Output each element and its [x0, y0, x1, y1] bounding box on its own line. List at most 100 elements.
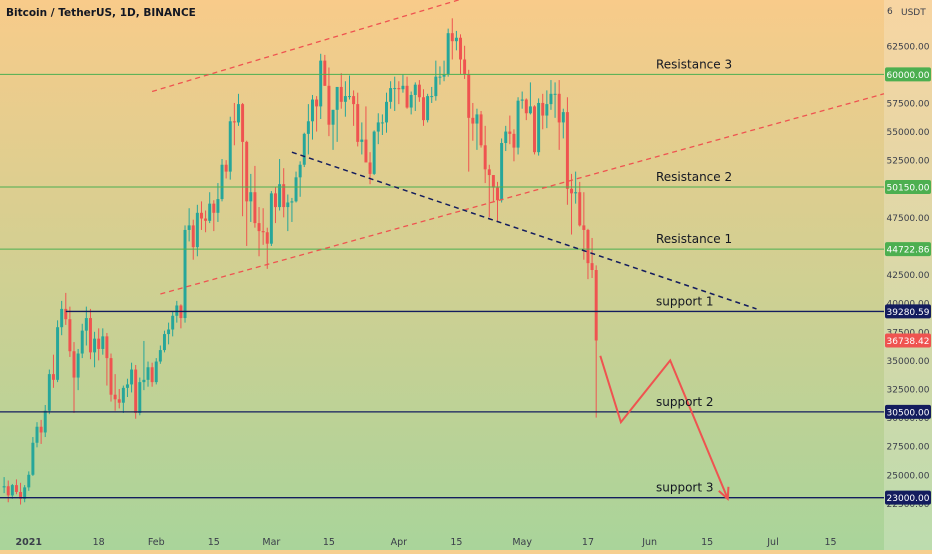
- candle: [183, 225, 187, 323]
- candle: [352, 90, 356, 126]
- price-tag-background: [885, 180, 931, 195]
- price-axis-tick: 37500.00: [887, 328, 930, 338]
- candle-body: [368, 162, 372, 174]
- candle: [14, 479, 18, 495]
- candle: [409, 91, 413, 115]
- candle-body: [220, 164, 224, 200]
- candle-body: [430, 96, 434, 98]
- candle-body: [171, 315, 175, 330]
- candle-body: [245, 141, 249, 202]
- candle-body: [393, 88, 397, 90]
- scale-settings-icon[interactable]: 6: [887, 7, 893, 17]
- candle: [241, 102, 245, 217]
- last-price-tag[interactable]: 36738.42: [885, 333, 931, 348]
- candle: [343, 81, 347, 117]
- candle: [356, 92, 360, 147]
- candle: [10, 483, 14, 499]
- candle-body: [323, 60, 327, 86]
- candle: [393, 76, 397, 111]
- resistance-price-tag[interactable]: 60000.00: [885, 67, 931, 82]
- candle-body: [241, 104, 245, 142]
- channel-line[interactable]: [160, 93, 885, 295]
- time-axis-tick: 15: [450, 537, 462, 548]
- candle-body: [422, 97, 425, 121]
- candle-body: [294, 177, 298, 202]
- candle: [134, 364, 138, 419]
- candle-body: [6, 486, 10, 496]
- level-lines: [0, 73, 884, 499]
- candle-body: [450, 33, 454, 42]
- candle-body: [76, 353, 80, 378]
- channel-line[interactable]: [151, 0, 485, 93]
- candle-body: [187, 225, 191, 230]
- support-price-tag[interactable]: 30500.00: [885, 404, 931, 419]
- candle-body: [216, 199, 220, 213]
- candle-body: [47, 374, 51, 411]
- support-label: support 3: [656, 481, 714, 495]
- time-axis-tick: Feb: [148, 537, 165, 548]
- candle-body: [533, 106, 536, 153]
- candle: [154, 358, 158, 385]
- candle-body: [121, 387, 125, 403]
- candle-body: [19, 491, 23, 499]
- candle-body: [84, 318, 88, 331]
- candle: [187, 208, 191, 242]
- candle: [467, 69, 471, 172]
- candle: [290, 197, 294, 222]
- price-axis-tick: 25000.00: [887, 471, 930, 481]
- candle-body: [483, 145, 487, 170]
- resistance-price-tag[interactable]: 44722.86: [885, 242, 931, 257]
- resistance-price-tag[interactable]: 50150.00: [885, 180, 931, 195]
- candle: [454, 30, 458, 51]
- candle: [582, 192, 586, 260]
- candle-body: [360, 139, 364, 142]
- candle: [236, 93, 240, 126]
- candle: [430, 86, 434, 103]
- candle-body: [413, 84, 417, 95]
- candle-body: [512, 133, 516, 148]
- price-axis-tick: 52500.00: [887, 157, 930, 167]
- price-axis-tick: 47500.00: [887, 214, 930, 224]
- candle: [590, 237, 594, 279]
- support-price-tag[interactable]: 23000.00: [885, 490, 931, 505]
- last-price-background: [885, 333, 931, 348]
- candle-body: [212, 203, 216, 213]
- candle-body: [117, 399, 121, 403]
- support-price-tag[interactable]: 39280.59: [885, 304, 931, 319]
- drawings: [151, 0, 885, 501]
- candle: [249, 173, 253, 222]
- candle-body: [72, 351, 76, 378]
- candle: [23, 485, 27, 503]
- candle: [537, 98, 541, 156]
- candle-body: [504, 131, 508, 144]
- candle: [253, 165, 257, 228]
- candle-body: [380, 122, 384, 124]
- currency-label: USDT: [901, 8, 926, 18]
- candle-body: [364, 139, 368, 163]
- candle-body: [39, 426, 43, 433]
- candle: [380, 114, 384, 136]
- trend-line[interactable]: [291, 151, 757, 310]
- candle: [199, 201, 203, 230]
- candle: [2, 477, 6, 494]
- candle-body: [199, 212, 203, 219]
- candle: [191, 219, 195, 260]
- price-tags[interactable]: 60000.00 50150.00 44722.86 39280.59 30500.00…: [885, 67, 931, 505]
- candle-body: [574, 192, 578, 194]
- candle: [315, 96, 319, 132]
- candle-body: [487, 169, 491, 176]
- price-axis-tick: 35000.00: [887, 357, 930, 367]
- candle: [533, 105, 536, 155]
- candle: [331, 109, 335, 150]
- candle-body: [35, 426, 39, 443]
- candle-body: [446, 33, 450, 75]
- candle-body: [204, 218, 208, 221]
- candle: [339, 73, 343, 109]
- candle-body: [438, 76, 442, 78]
- candle: [261, 208, 265, 245]
- price-axis-tick: 32500.00: [887, 385, 930, 395]
- candle: [528, 82, 532, 115]
- projection-path[interactable]: [599, 355, 729, 500]
- candle-body: [442, 74, 446, 77]
